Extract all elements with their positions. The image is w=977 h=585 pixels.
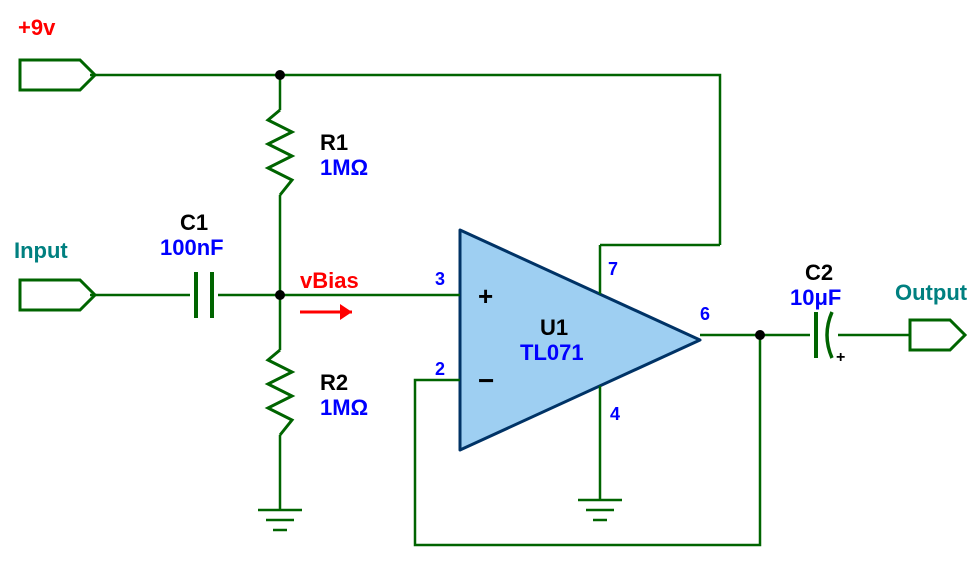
capacitor-c1: [196, 272, 212, 318]
capacitor-c2: [816, 312, 832, 358]
ground-opamp-icon: [578, 500, 622, 520]
pin-7: 7: [608, 259, 618, 279]
c2-plus: +: [836, 349, 845, 366]
opamp-plus-symbol: +: [478, 281, 493, 311]
c1-ref: C1: [180, 210, 208, 235]
vbias-label: vBias: [300, 268, 359, 293]
c1-value: 100nF: [160, 235, 224, 260]
supply-label: +9v: [18, 15, 56, 40]
supply-port: [20, 60, 95, 90]
resistor-r2: [268, 350, 292, 435]
u1-ref: U1: [540, 315, 568, 340]
pin-2: 2: [435, 359, 445, 379]
schematic-diagram: +9v Input Output C1 100nF R1 1MΩ R2 1MΩ …: [0, 0, 977, 585]
r2-value: 1MΩ: [320, 395, 368, 420]
input-port: [20, 280, 95, 310]
opamp-u1: [450, 230, 720, 450]
pin-6: 6: [700, 304, 710, 324]
resistor-r1: [268, 110, 292, 195]
pin-3: 3: [435, 269, 445, 289]
r1-ref: R1: [320, 130, 348, 155]
vbias-arrow-icon: [300, 304, 352, 320]
output-label: Output: [895, 280, 968, 305]
c2-value: 10μF: [790, 285, 841, 310]
u1-part: TL071: [520, 340, 584, 365]
ground-r2-icon: [258, 510, 302, 530]
output-port: [910, 320, 965, 350]
opamp-minus-symbol: −: [478, 365, 494, 396]
pin-4: 4: [610, 404, 620, 424]
r2-ref: R2: [320, 370, 348, 395]
c2-ref: C2: [805, 260, 833, 285]
input-label: Input: [14, 238, 68, 263]
r1-value: 1MΩ: [320, 155, 368, 180]
